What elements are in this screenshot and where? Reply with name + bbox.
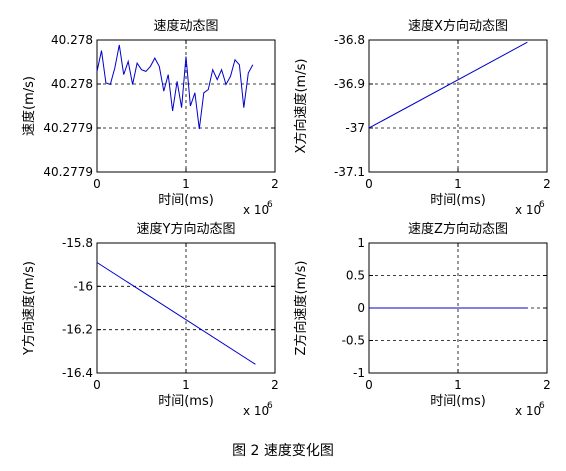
chart3-x-multiplier-exponent: 6 bbox=[267, 401, 273, 411]
chart2-x-tick-label: 1 bbox=[454, 177, 462, 191]
chart4-x-label: 时间(ms) bbox=[430, 394, 486, 409]
chart2-y-tick-label: -36.9 bbox=[334, 77, 365, 91]
chart1-y-label: 速度(m/s) bbox=[21, 76, 37, 136]
chart2-x-multiplier-exponent: 6 bbox=[539, 200, 545, 210]
chart4-title: 速度Z方向动态图 bbox=[408, 221, 508, 237]
chart1-x-multiplier: x 10 bbox=[243, 203, 269, 217]
chart4-y-tick-label: -0.5 bbox=[342, 334, 365, 348]
chart4-x-multiplier: x 10 bbox=[515, 404, 541, 418]
chart1-y-tick-label: 40.2779 bbox=[43, 121, 93, 135]
chart3-y-label: Y方向速度(m/s) bbox=[21, 261, 37, 356]
chart3-x-tick-label: 2 bbox=[271, 378, 279, 392]
chart3-x-multiplier: x 10 bbox=[243, 404, 269, 418]
chart4-x-tick-label: 1 bbox=[454, 378, 462, 392]
chart1-title: 速度动态图 bbox=[153, 18, 218, 34]
chart3-title: 速度Y方向动态图 bbox=[137, 221, 236, 237]
chart2-x-label: 时间(ms) bbox=[430, 193, 486, 208]
chart2-y-tick-label: -36.8 bbox=[334, 33, 365, 47]
chart2-x-tick-label: 2 bbox=[543, 177, 551, 191]
chart1-y-tick-label: 40.278 bbox=[51, 33, 93, 47]
chart4-y-tick-label: 0 bbox=[357, 301, 365, 315]
chart4-y-tick-label: 1 bbox=[357, 236, 365, 250]
chart1-x-tick-label: 0 bbox=[93, 177, 101, 191]
chart4-y-label: Z方向速度(m/s) bbox=[293, 261, 309, 356]
chart2-x-multiplier: x 10 bbox=[515, 203, 541, 217]
chart1-y-tick-label: 40.2779 bbox=[43, 165, 93, 179]
chart2-y-tick-label: -37 bbox=[345, 121, 365, 135]
chart3-series-line bbox=[96, 262, 256, 365]
chart1-y-tick-label: 40.278 bbox=[51, 77, 93, 91]
chart1-series-line bbox=[96, 44, 254, 130]
chart2-y-label: X方向速度(m/s) bbox=[293, 59, 309, 154]
chart3-y-tick-label: -15.8 bbox=[62, 236, 93, 250]
chart4-x-tick-label: 2 bbox=[543, 378, 551, 392]
chart3-y-tick-label: -16 bbox=[73, 279, 93, 293]
chart2-x-tick-label: 0 bbox=[365, 177, 373, 191]
chart3-y-tick-label: -16.2 bbox=[62, 323, 93, 337]
figure-caption: 图 2 速度变化图 bbox=[232, 443, 334, 459]
chart1-x-label: 时间(ms) bbox=[158, 193, 214, 208]
chart2-title: 速度X方向动态图 bbox=[408, 18, 508, 34]
chart1-x-tick-label: 1 bbox=[182, 177, 190, 191]
chart3-y-tick-label: -16.4 bbox=[62, 366, 93, 380]
chart1-x-tick-label: 2 bbox=[271, 177, 279, 191]
chart4-y-tick-label: 0.5 bbox=[346, 269, 365, 283]
chart4-y-tick-label: -1 bbox=[353, 366, 365, 380]
chart3-x-tick-label: 0 bbox=[93, 378, 101, 392]
chart2-series-line bbox=[368, 41, 528, 129]
chart4-x-multiplier-exponent: 6 bbox=[539, 401, 545, 411]
chart1-x-multiplier-exponent: 6 bbox=[267, 200, 273, 210]
chart4-x-tick-label: 0 bbox=[365, 378, 373, 392]
chart3-x-label: 时间(ms) bbox=[158, 394, 214, 409]
chart2-y-tick-label: -37.1 bbox=[334, 165, 365, 179]
chart3-x-tick-label: 1 bbox=[182, 378, 190, 392]
